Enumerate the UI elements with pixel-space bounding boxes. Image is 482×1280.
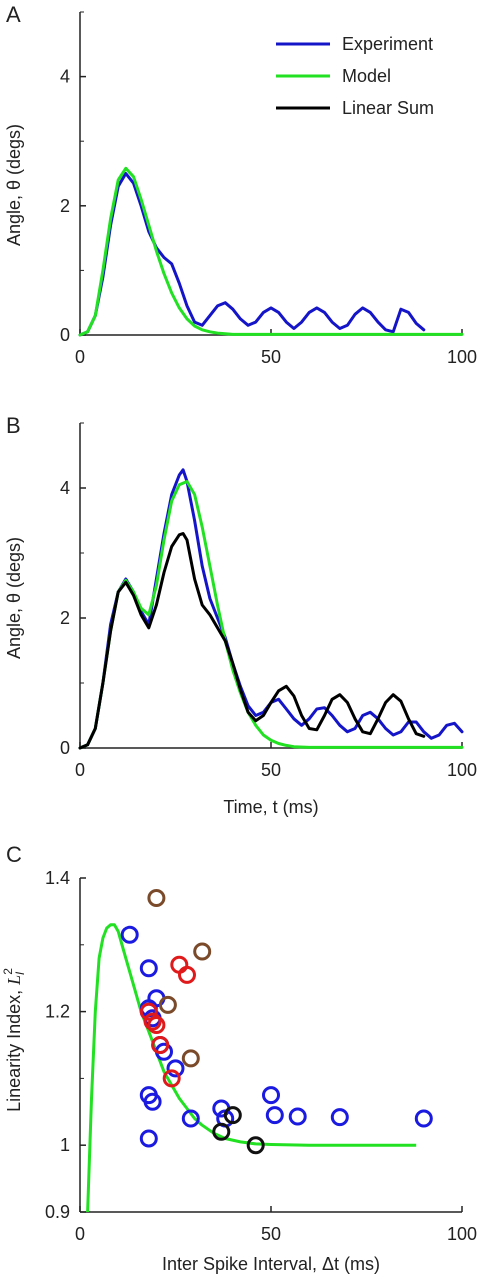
legend-model-label: Model bbox=[342, 66, 391, 86]
panel-c-y-tick-label: 1 bbox=[60, 1135, 70, 1155]
panel-c-black-point bbox=[223, 1106, 242, 1125]
panel-c-x-tick-label: 100 bbox=[447, 1224, 477, 1244]
panel-c-letter: C bbox=[6, 842, 22, 867]
panel-c-y-axis-label-subscript: I bbox=[13, 971, 27, 975]
panel-c-red-point bbox=[162, 1069, 181, 1088]
panel-c-y-axis-label-superscript: 2 bbox=[1, 968, 15, 975]
panel-c-blue-point bbox=[181, 1109, 200, 1128]
panel-c-blue-point bbox=[139, 959, 158, 978]
panel-b-x-axis-label: Time, t (ms) bbox=[223, 797, 318, 817]
panel-c-model-curve bbox=[86, 923, 417, 1213]
panel-a: A Angle, θ (degs) 0 50 100 0 2 4 Experiment M… bbox=[4, 2, 477, 367]
panel-c-blue-point bbox=[288, 1107, 307, 1126]
panel-c-y-tick-label: 1.2 bbox=[45, 1002, 70, 1022]
legend-linear-sum-label: Linear Sum bbox=[342, 98, 434, 118]
panel-c-x-axis-label: Inter Spike Interval, Δt (ms) bbox=[162, 1254, 380, 1274]
panel-c: C Linearity Index, L2I Inter Spike Inter… bbox=[1, 842, 477, 1274]
panel-b: B Angle, θ (degs) Time, t (ms) 0 50 100 0 2 4 bbox=[4, 413, 477, 817]
panel-c-blue-point bbox=[143, 1092, 162, 1111]
panel-c-blue-point bbox=[265, 1106, 284, 1125]
panel-c-y-tick-label: 0.9 bbox=[45, 1202, 70, 1222]
legend: Experiment Model Linear Sum bbox=[276, 34, 434, 118]
panel-c-x-tick-label: 50 bbox=[261, 1224, 281, 1244]
panel-c-red-point bbox=[147, 1016, 166, 1034]
panel-c-y-axis-label-text: Linearity Index, bbox=[4, 985, 24, 1112]
panel-c-blue-point bbox=[120, 925, 139, 944]
panel-c-black-point bbox=[246, 1136, 265, 1155]
panel-a-x-tick-label: 100 bbox=[447, 347, 477, 367]
panel-c-red-point bbox=[143, 1012, 162, 1031]
panel-c-blue-point bbox=[166, 1059, 185, 1078]
panel-b-y-tick-label: 2 bbox=[60, 608, 70, 628]
panel-a-y-axis-label: Angle, θ (degs) bbox=[4, 124, 24, 246]
panel-b-x-tick-label: 100 bbox=[447, 760, 477, 780]
legend-experiment-label: Experiment bbox=[342, 34, 433, 54]
panel-c-y-axis-label-symbol: L bbox=[4, 975, 24, 986]
panel-c-brown-point bbox=[181, 1049, 200, 1068]
panel-c-blue-point bbox=[414, 1109, 433, 1128]
panel-b-y-tick-label: 4 bbox=[60, 478, 70, 498]
panel-c-brown-point bbox=[193, 942, 212, 961]
panel-a-x-tick-label: 50 bbox=[261, 347, 281, 367]
panel-a-x-tick-label: 0 bbox=[75, 347, 85, 367]
panel-c-black-point bbox=[212, 1122, 231, 1141]
panel-a-y-tick-label: 2 bbox=[60, 196, 70, 216]
panel-c-blue-point bbox=[139, 1129, 158, 1148]
panel-c-red-point bbox=[151, 1036, 170, 1054]
panel-b-letter: B bbox=[6, 413, 21, 438]
panel-b-x-tick-label: 0 bbox=[75, 760, 85, 780]
panel-c-y-tick-label: 1.4 bbox=[45, 868, 70, 888]
panel-c-red-point bbox=[139, 1002, 158, 1021]
panel-c-y-axis-label: Linearity Index, L2I bbox=[1, 968, 27, 1112]
panel-c-blue-point bbox=[262, 1086, 280, 1105]
panel-b-y-tick-label: 0 bbox=[60, 738, 70, 758]
panel-b-linear-sum-line bbox=[78, 532, 426, 750]
panel-c-red-point bbox=[178, 965, 196, 984]
panel-c-brown-point bbox=[147, 889, 166, 907]
panel-c-x-tick-label: 0 bbox=[75, 1224, 85, 1244]
panel-a-experiment-line bbox=[78, 172, 426, 337]
panel-a-y-tick-label: 4 bbox=[60, 67, 70, 87]
panel-b-x-tick-label: 50 bbox=[261, 760, 281, 780]
panel-c-red-point bbox=[170, 955, 189, 974]
panel-c-brown-point bbox=[158, 995, 177, 1014]
panel-a-letter: A bbox=[6, 2, 21, 27]
panel-c-blue-point bbox=[330, 1108, 349, 1127]
panel-a-model-line bbox=[78, 166, 464, 337]
panel-b-y-axis-label: Angle, θ (degs) bbox=[4, 537, 24, 659]
panel-a-y-tick-label: 0 bbox=[60, 325, 70, 345]
